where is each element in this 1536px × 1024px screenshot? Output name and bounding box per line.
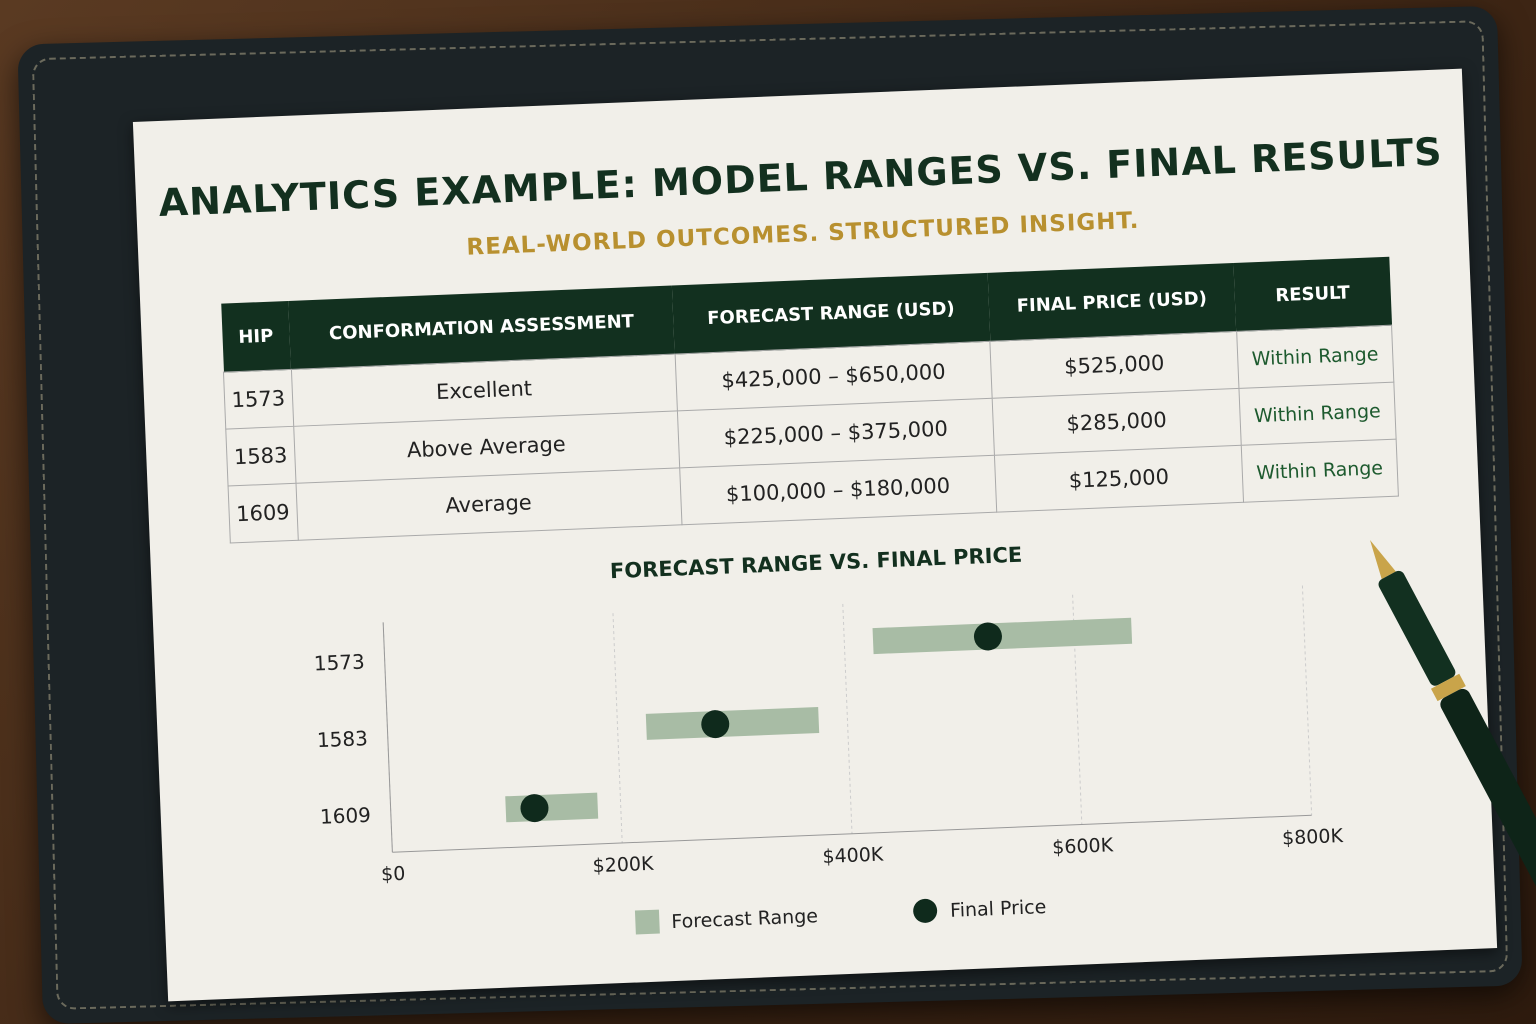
grid-line xyxy=(842,603,853,834)
legend-label: Forecast Range xyxy=(671,905,818,933)
x-tick-label: $0 xyxy=(381,863,406,886)
table-cell: Within Range xyxy=(1240,439,1399,503)
range-bar xyxy=(645,707,820,740)
legend-swatch xyxy=(913,898,938,923)
y-tick-label: 1609 xyxy=(320,803,372,829)
table-cell: 1573 xyxy=(223,369,294,430)
paper: ANALYTICS EXAMPLE: MODEL RANGES VS. FINA… xyxy=(132,68,1498,1002)
x-axis xyxy=(392,814,1312,853)
results-table: HIP CONFORMATION ASSESSMENT FORECAST RANGE… xyxy=(220,256,1399,544)
table-cell: 1583 xyxy=(225,426,296,487)
x-tick-label: $600K xyxy=(1052,834,1114,858)
chart-title: FORECAST RANGE VS. FINAL PRICE xyxy=(610,543,1023,584)
table-cell: 1609 xyxy=(228,483,298,543)
grid-line xyxy=(1301,585,1313,816)
column-header: FORECAST RANGE (USD) xyxy=(672,272,990,354)
y-tick-label: 1573 xyxy=(313,650,365,676)
table-cell: Within Range xyxy=(1236,325,1394,389)
y-axis xyxy=(382,622,393,853)
x-tick-label: $200K xyxy=(592,853,654,877)
x-tick-label: $800K xyxy=(1282,825,1344,849)
final-price-dot xyxy=(973,622,1002,651)
column-header: FINAL PRICE (USD) xyxy=(987,262,1237,342)
range-bar xyxy=(505,792,599,823)
chart: FORECAST RANGE VS. FINAL PRICE $0 $200K $4… xyxy=(313,543,1344,935)
column-header: HIP xyxy=(220,300,291,373)
final-price-dot xyxy=(701,710,730,739)
table-cell: $285,000 xyxy=(992,388,1241,456)
legend-swatch xyxy=(634,909,660,935)
x-tick-label: $400K xyxy=(822,844,884,868)
range-bar xyxy=(872,617,1133,655)
y-tick-label: 1583 xyxy=(316,726,368,752)
grid-line xyxy=(612,613,623,844)
table-cell: Within Range xyxy=(1238,382,1397,446)
legend-label: Final Price xyxy=(950,896,1047,922)
table-cell: $100,000 – $180,000 xyxy=(679,455,997,525)
table-cell: $525,000 xyxy=(989,331,1239,399)
table-cell: $125,000 xyxy=(994,445,1244,513)
final-price-dot xyxy=(520,794,549,823)
column-header: RESULT xyxy=(1233,256,1392,332)
